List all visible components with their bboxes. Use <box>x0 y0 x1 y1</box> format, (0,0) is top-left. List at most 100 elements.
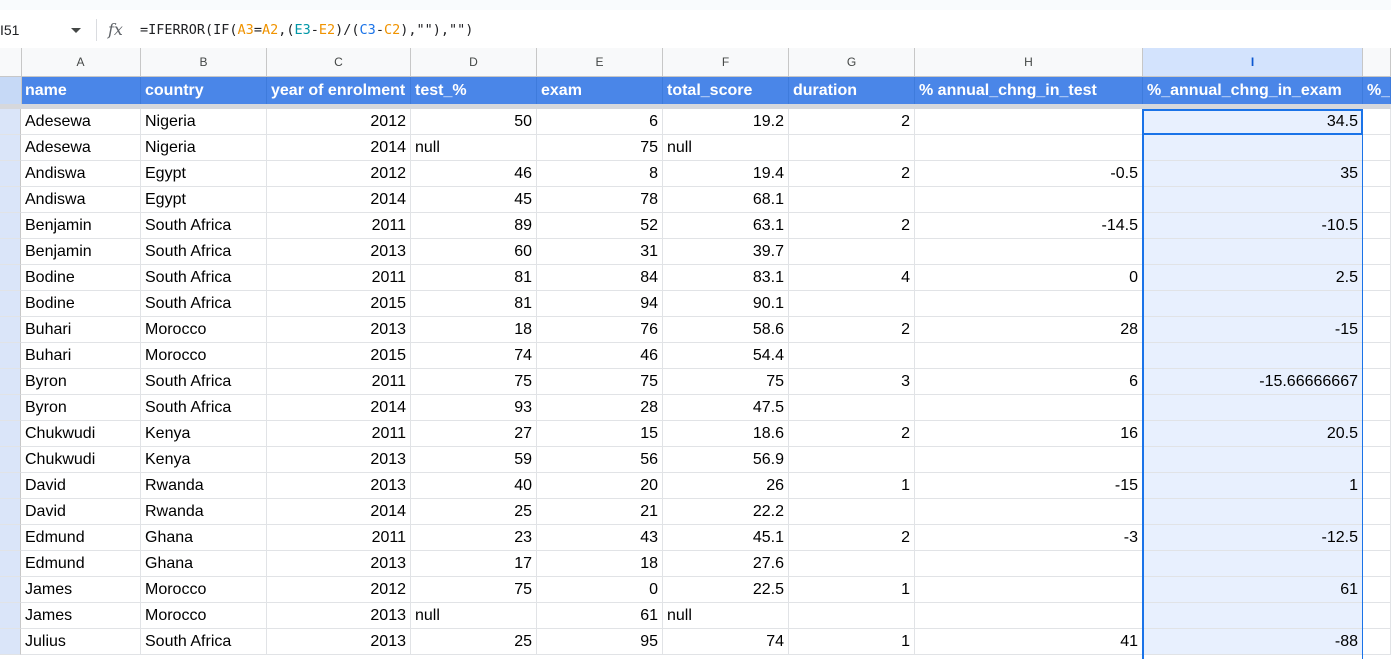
table-cell[interactable] <box>1143 343 1363 369</box>
table-cell[interactable]: 0 <box>915 265 1143 291</box>
table-cell[interactable]: 50 <box>411 109 537 135</box>
table-cell[interactable]: 0 <box>537 577 663 603</box>
table-cell[interactable] <box>789 551 915 577</box>
table-cell[interactable]: James <box>21 603 141 629</box>
table-cell[interactable]: 75 <box>411 577 537 603</box>
table-cell[interactable]: 27 <box>411 421 537 447</box>
table-cell[interactable]: South Africa <box>141 629 267 655</box>
table-cell[interactable] <box>1363 577 1391 603</box>
table-cell[interactable]: 31 <box>537 239 663 265</box>
table-cell[interactable]: Chukwudi <box>21 447 141 473</box>
row-number[interactable] <box>0 369 21 395</box>
table-cell[interactable]: Morocco <box>141 603 267 629</box>
table-cell[interactable] <box>1363 109 1391 135</box>
table-cell[interactable] <box>1363 343 1391 369</box>
table-cell[interactable] <box>915 447 1143 473</box>
table-cell[interactable] <box>915 291 1143 317</box>
table-cell[interactable] <box>1363 499 1391 525</box>
table-cell[interactable]: Edmund <box>21 551 141 577</box>
table-cell[interactable]: Egypt <box>141 187 267 213</box>
table-cell[interactable]: Edmund <box>21 525 141 551</box>
table-cell[interactable]: 2011 <box>267 421 411 447</box>
table-cell[interactable] <box>1143 499 1363 525</box>
table-cell[interactable]: 2014 <box>267 499 411 525</box>
table-cell[interactable]: Julius <box>21 629 141 655</box>
table-cell[interactable] <box>915 499 1143 525</box>
table-cell[interactable]: 84 <box>537 265 663 291</box>
table-cell[interactable]: 2011 <box>267 265 411 291</box>
table-cell[interactable]: 2 <box>789 161 915 187</box>
row-number[interactable] <box>0 603 21 629</box>
table-cell[interactable] <box>1143 239 1363 265</box>
table-cell[interactable]: -14.5 <box>915 213 1143 239</box>
table-cell[interactable]: -15.66666667 <box>1143 369 1363 395</box>
row-number[interactable] <box>0 187 21 213</box>
table-cell[interactable]: 1 <box>789 577 915 603</box>
table-cell[interactable]: South Africa <box>141 239 267 265</box>
table-cell[interactable]: Morocco <box>141 317 267 343</box>
table-cell[interactable]: Kenya <box>141 447 267 473</box>
table-cell[interactable] <box>1363 265 1391 291</box>
name-box[interactable]: I51 <box>0 20 90 40</box>
table-cell[interactable] <box>1363 603 1391 629</box>
table-cell[interactable]: 19.4 <box>663 161 789 187</box>
header-cell[interactable]: year of enrolment <box>267 77 411 104</box>
table-cell[interactable]: -15 <box>1143 317 1363 343</box>
table-cell[interactable]: Rwanda <box>141 499 267 525</box>
table-cell[interactable]: 25 <box>411 499 537 525</box>
row-number[interactable] <box>0 265 21 291</box>
table-cell[interactable]: David <box>21 473 141 499</box>
formula-input[interactable]: =IFERROR(IF(A3=A2,(E3-E2)/(C3-C2),""),""… <box>140 20 473 40</box>
table-cell[interactable]: 6 <box>537 109 663 135</box>
table-cell[interactable]: 8 <box>537 161 663 187</box>
table-cell[interactable] <box>1363 473 1391 499</box>
table-cell[interactable]: 43 <box>537 525 663 551</box>
table-cell[interactable]: 2013 <box>267 317 411 343</box>
table-cell[interactable]: 45.1 <box>663 525 789 551</box>
table-cell[interactable]: 75 <box>537 369 663 395</box>
table-cell[interactable] <box>789 395 915 421</box>
table-cell[interactable]: 1 <box>789 629 915 655</box>
row-number[interactable] <box>0 343 21 369</box>
table-cell[interactable]: 28 <box>537 395 663 421</box>
frozen-row-divider[interactable] <box>0 104 1391 109</box>
table-cell[interactable]: South Africa <box>141 395 267 421</box>
table-cell[interactable]: 2 <box>789 213 915 239</box>
table-cell[interactable] <box>1363 551 1391 577</box>
table-cell[interactable] <box>1143 135 1363 161</box>
table-cell[interactable]: 89 <box>411 213 537 239</box>
table-cell[interactable]: 2014 <box>267 187 411 213</box>
table-cell[interactable] <box>1363 629 1391 655</box>
table-cell[interactable]: 15 <box>537 421 663 447</box>
table-cell[interactable]: James <box>21 577 141 603</box>
row-number[interactable] <box>0 395 21 421</box>
table-cell[interactable] <box>1363 317 1391 343</box>
table-cell[interactable]: 2012 <box>267 161 411 187</box>
table-cell[interactable]: Benjamin <box>21 213 141 239</box>
table-cell[interactable]: 2013 <box>267 551 411 577</box>
table-cell[interactable]: 81 <box>411 265 537 291</box>
table-cell[interactable]: 26 <box>663 473 789 499</box>
table-cell[interactable]: 20 <box>537 473 663 499</box>
table-cell[interactable]: 3 <box>789 369 915 395</box>
table-cell[interactable]: 28 <box>915 317 1143 343</box>
table-cell[interactable] <box>1363 135 1391 161</box>
table-cell[interactable]: 2013 <box>267 603 411 629</box>
table-cell[interactable] <box>915 239 1143 265</box>
table-cell[interactable]: South Africa <box>141 265 267 291</box>
table-cell[interactable]: 83.1 <box>663 265 789 291</box>
table-cell[interactable]: null <box>663 135 789 161</box>
table-cell[interactable]: Adesewa <box>21 109 141 135</box>
table-cell[interactable]: 2 <box>789 317 915 343</box>
table-cell[interactable]: -10.5 <box>1143 213 1363 239</box>
table-cell[interactable]: 75 <box>663 369 789 395</box>
table-cell[interactable]: 2015 <box>267 343 411 369</box>
header-cell[interactable]: exam <box>537 77 663 104</box>
table-cell[interactable]: 40 <box>411 473 537 499</box>
table-cell[interactable]: 47.5 <box>663 395 789 421</box>
row-number[interactable] <box>0 213 21 239</box>
row-number[interactable] <box>0 473 21 499</box>
row-number[interactable] <box>0 629 21 655</box>
table-cell[interactable]: 63.1 <box>663 213 789 239</box>
table-cell[interactable]: South Africa <box>141 291 267 317</box>
